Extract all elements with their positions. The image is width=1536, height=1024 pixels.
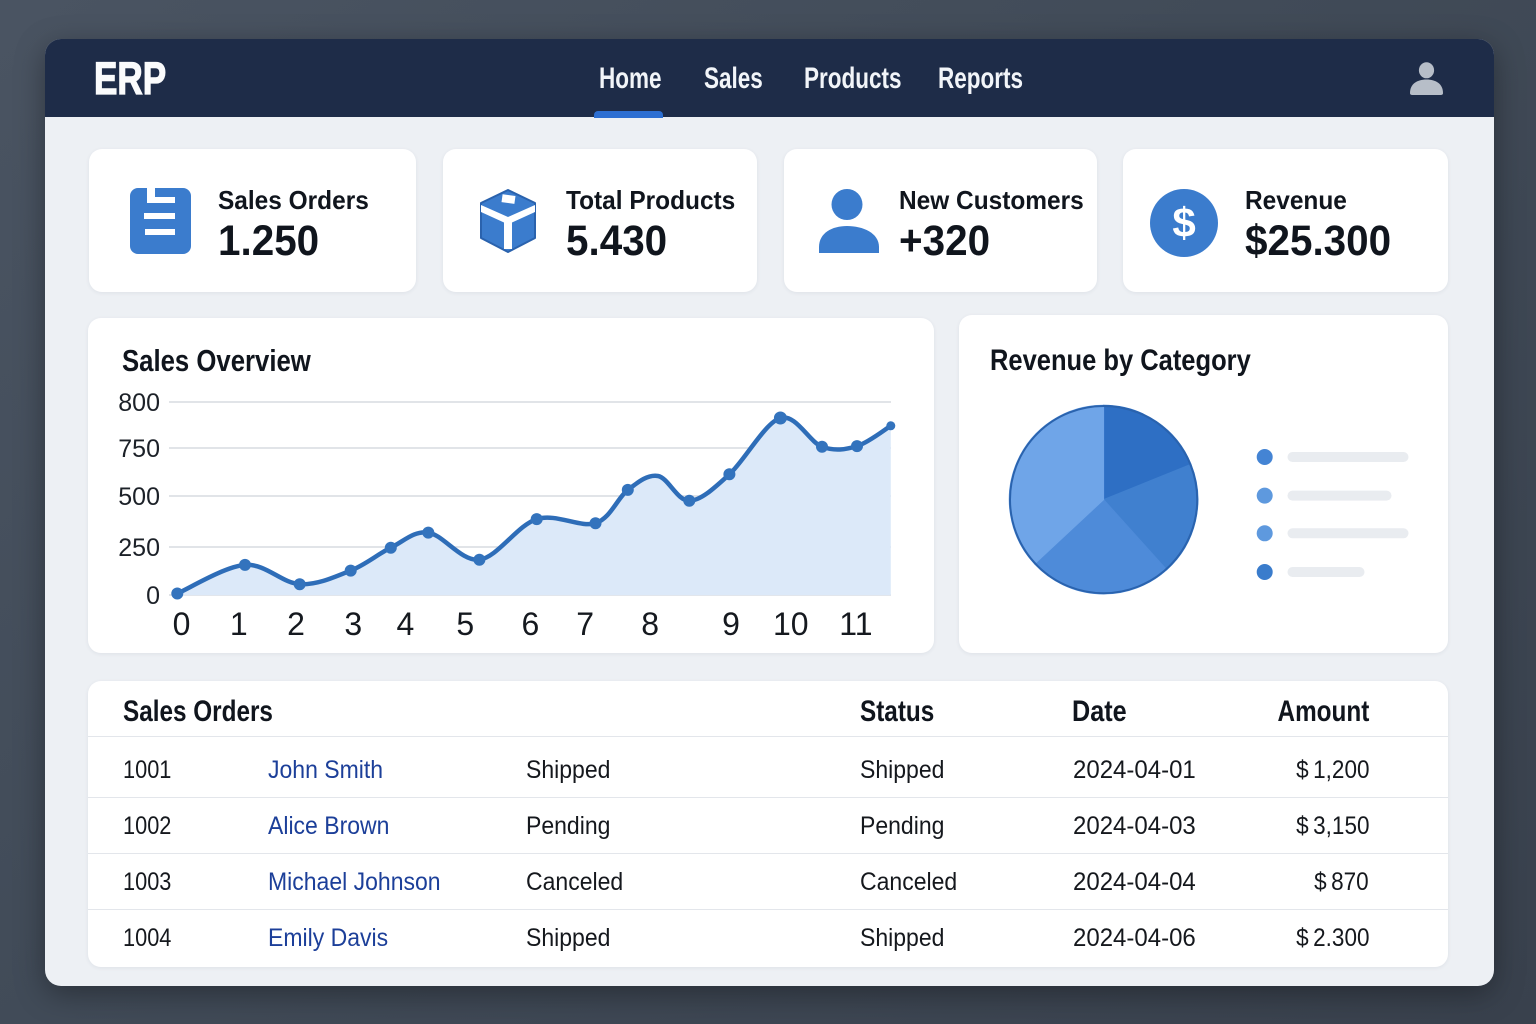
svg-text:5: 5 xyxy=(456,606,474,642)
svg-text:1: 1 xyxy=(230,606,248,642)
svg-text:3: 3 xyxy=(344,606,362,642)
svg-text:10: 10 xyxy=(773,606,809,642)
svg-text:250: 250 xyxy=(118,534,160,562)
svg-text:750: 750 xyxy=(118,435,160,463)
svg-text:500: 500 xyxy=(118,483,160,511)
svg-text:2: 2 xyxy=(287,606,305,642)
svg-text:4: 4 xyxy=(397,606,415,642)
svg-text:7: 7 xyxy=(576,606,594,642)
svg-text:0: 0 xyxy=(146,582,160,610)
svg-text:$: $ xyxy=(1172,199,1195,246)
svg-text:11: 11 xyxy=(839,606,872,642)
svg-text:6: 6 xyxy=(522,606,540,642)
svg-text:8: 8 xyxy=(641,606,659,642)
svg-text:9: 9 xyxy=(722,606,740,642)
svg-text:0: 0 xyxy=(173,606,191,642)
svg-text:800: 800 xyxy=(118,389,160,417)
